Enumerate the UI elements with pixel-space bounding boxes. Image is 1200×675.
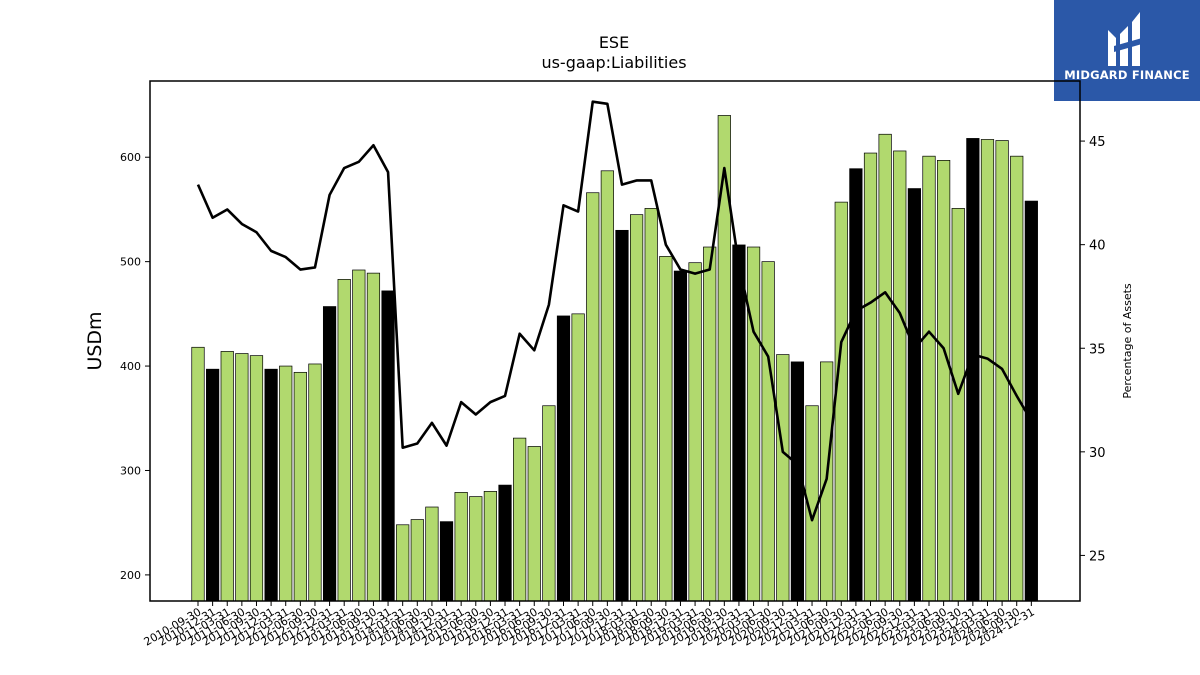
bar [849, 168, 863, 602]
bar [337, 279, 351, 602]
bar [600, 170, 614, 602]
bar [951, 208, 965, 602]
bar [673, 270, 688, 602]
y-tick-label: 400 [120, 360, 141, 373]
bar [863, 152, 878, 602]
bar [937, 160, 951, 602]
bar [483, 491, 497, 602]
bar [586, 192, 600, 602]
y2-tick-label: 40 [1089, 239, 1106, 254]
bar [381, 290, 395, 602]
bar [659, 256, 673, 602]
bar [776, 354, 790, 602]
brand-name: MIDGARD FINANCE [1064, 68, 1190, 82]
bar [469, 496, 483, 602]
bar [907, 188, 921, 602]
bar [1024, 200, 1038, 602]
bar [264, 368, 278, 602]
bar [688, 262, 702, 602]
bar [439, 521, 454, 602]
midgard-logo-icon [1108, 12, 1142, 66]
bar [703, 246, 717, 602]
y2-tick-label: 25 [1089, 549, 1106, 564]
bar [454, 492, 468, 602]
bar [396, 524, 410, 602]
bar [308, 363, 322, 602]
brand-logo: MIDGARD FINANCE [1054, 0, 1200, 101]
y-axis-label: USDm [84, 311, 106, 370]
axes-group: 20030040050060025303540452010-09-302010-… [120, 135, 1106, 648]
y2-axis-label: Percentage of Assets [1121, 283, 1134, 399]
y2-tick-label: 30 [1089, 446, 1106, 461]
bar [410, 519, 424, 602]
bar [498, 484, 512, 602]
bar [878, 133, 892, 602]
plot-frame [149, 80, 1081, 602]
bar [615, 229, 629, 602]
bar [1010, 155, 1024, 602]
bar [746, 246, 761, 602]
bars-group [191, 115, 1038, 602]
bar [191, 346, 205, 602]
bar [425, 506, 439, 602]
bar [235, 353, 249, 602]
bar [571, 313, 585, 602]
bar [366, 272, 381, 602]
bar [293, 371, 307, 602]
bar [513, 437, 527, 602]
bar [922, 155, 936, 602]
chart-subtitle: us-gaap:Liabilities [541, 53, 686, 72]
chart-title: ESE [599, 33, 629, 52]
percentage-line [196, 100, 1033, 522]
y-tick-label: 300 [120, 464, 141, 477]
bar [893, 150, 907, 602]
y-tick-label: 600 [120, 151, 141, 164]
line-group [196, 100, 1033, 522]
bar [352, 269, 366, 602]
y-tick-label: 500 [120, 256, 141, 269]
y-tick-label: 200 [120, 569, 141, 582]
bar [717, 115, 731, 602]
bar [527, 446, 541, 602]
bar [644, 208, 658, 602]
bar [732, 244, 746, 602]
y2-tick-label: 45 [1089, 135, 1106, 150]
bar [542, 405, 556, 602]
bar [980, 139, 995, 602]
bar [556, 315, 571, 602]
y2-tick-label: 35 [1089, 342, 1106, 357]
bar [220, 351, 234, 602]
bar [249, 355, 264, 602]
bar [206, 368, 220, 602]
bar [761, 261, 775, 602]
bar [279, 365, 293, 602]
bar [322, 306, 337, 602]
bar [834, 201, 848, 602]
bar [629, 214, 644, 602]
